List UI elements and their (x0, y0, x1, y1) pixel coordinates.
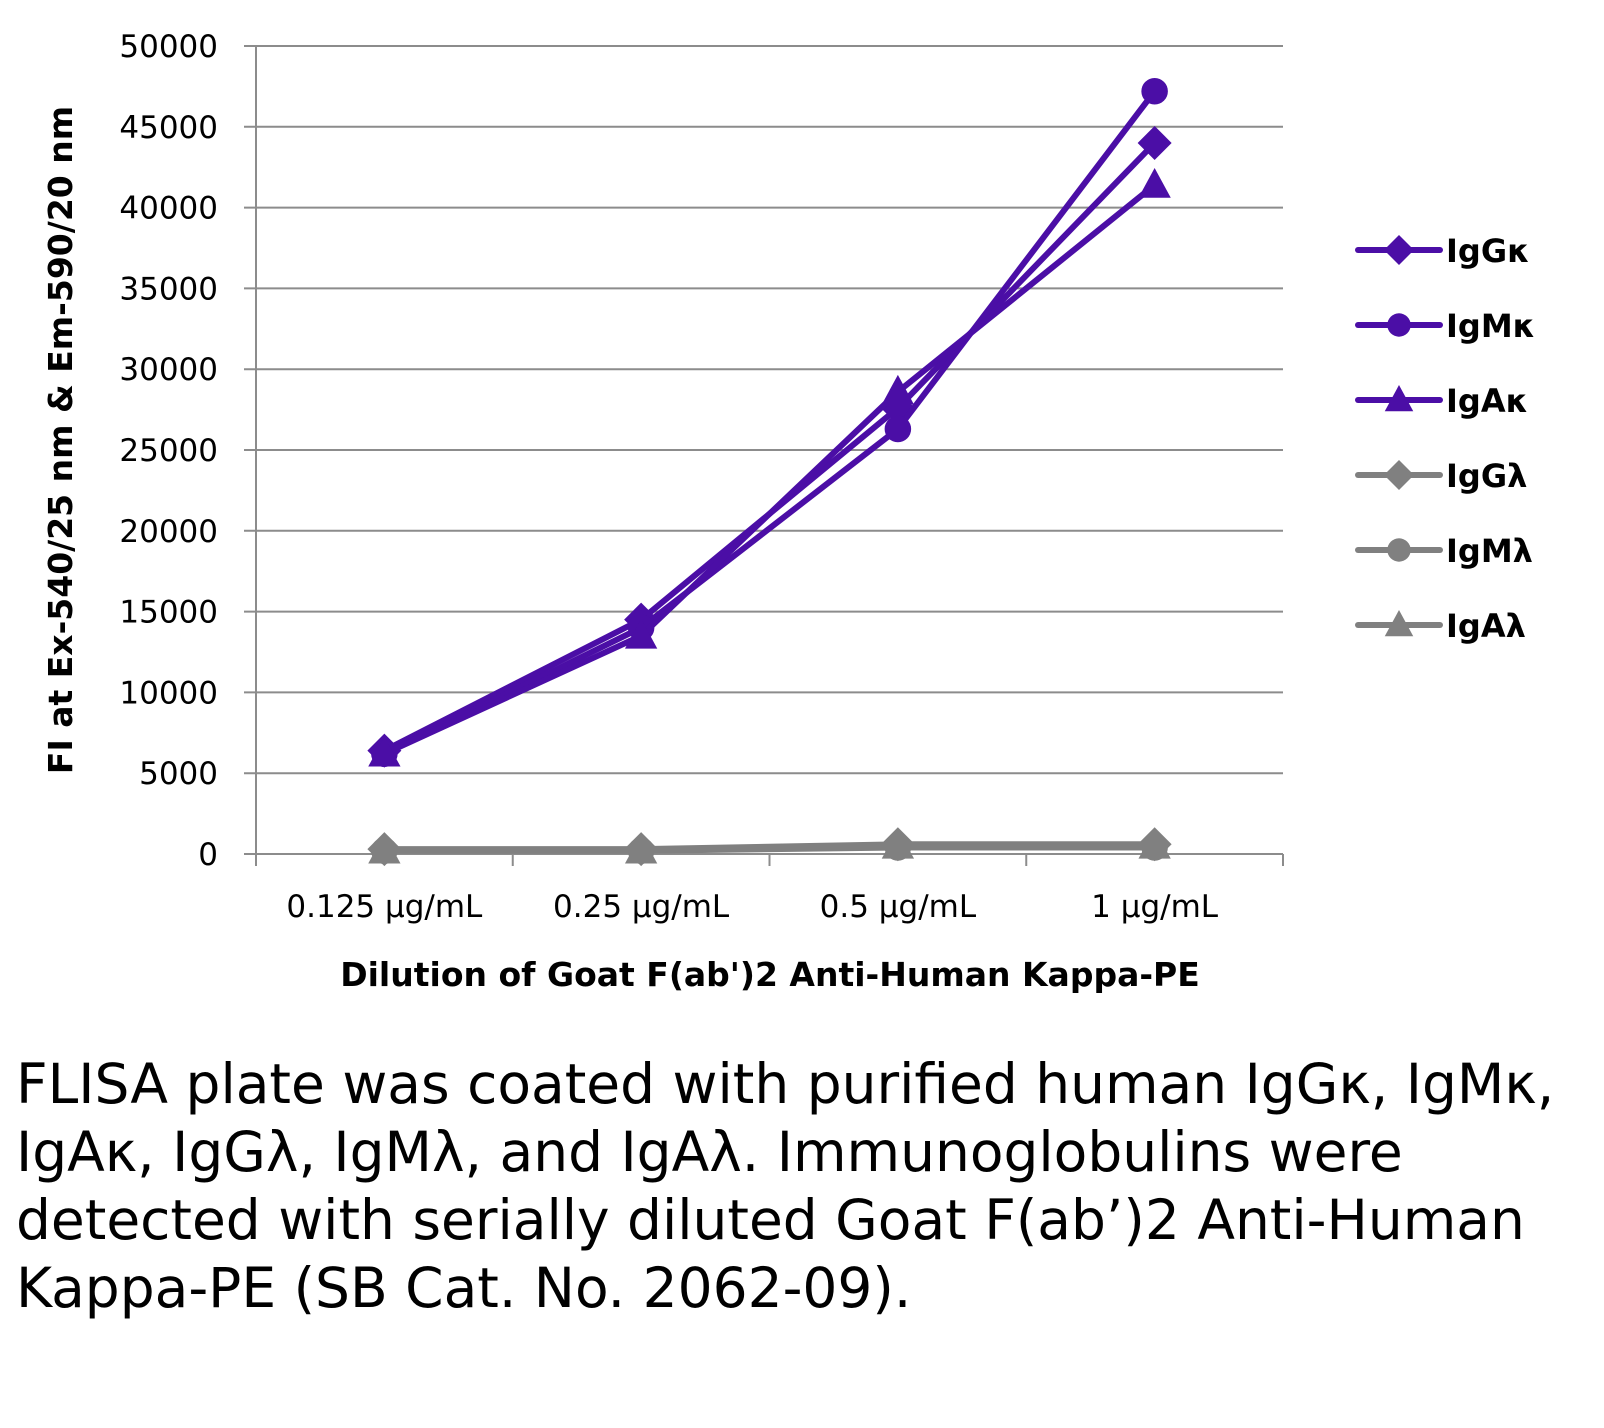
y-tick-label: 15000 (119, 595, 218, 631)
legend-label: IgMλ (1446, 532, 1533, 570)
y-tick-label: 5000 (139, 756, 218, 792)
legend-item: IgMκ (1355, 307, 1535, 345)
y-tick-label: 25000 (119, 433, 218, 469)
legend-marker (1387, 538, 1411, 562)
y-tick-label: 40000 (119, 191, 218, 227)
figure-caption: FLISA plate was coated with purified hum… (16, 1052, 1555, 1320)
data-point (368, 736, 401, 767)
legend: IgGκ IgMκ IgAκ IgGλ IgMλ IgAλ (1355, 232, 1535, 645)
y-tick-label: 50000 (119, 29, 218, 65)
y-axis-title: FI at Ex-540/25 nm & Em-590/20 nm (41, 106, 80, 774)
legend-item: IgAκ (1355, 382, 1528, 420)
x-tick-label: 0.125 µg/mL (286, 889, 483, 925)
y-tick-label: 35000 (119, 271, 218, 307)
x-tick-label: 0.25 µg/mL (553, 889, 730, 925)
legend-label: IgAλ (1446, 607, 1526, 645)
legend-marker (1384, 460, 1414, 490)
legend-marker (1384, 610, 1414, 637)
y-tick-label: 10000 (119, 675, 218, 711)
data-point (624, 833, 658, 864)
legend-label: IgGκ (1446, 232, 1530, 270)
data-point (1141, 77, 1168, 105)
data-point (624, 618, 658, 649)
y-tick-label: 30000 (119, 352, 218, 388)
series-line (381, 181, 1158, 757)
data-point (884, 415, 912, 443)
series-5 (368, 828, 1171, 864)
legend-item: IgAλ (1355, 607, 1526, 645)
y-tick-label: 20000 (119, 514, 218, 550)
data-point (368, 833, 401, 864)
x-axis-title: Dilution of Goat F(ab')2 Anti-Human Kapp… (340, 955, 1200, 994)
legend-marker (1387, 313, 1411, 337)
legend-item: IgMλ (1355, 532, 1533, 570)
x-axis: 0.125 µg/mL 0.25 µg/mL 0.5 µg/mL 1 µg/mL (255, 46, 1284, 925)
x-tick-label: 0.5 µg/mL (820, 889, 977, 925)
legend-label: IgMκ (1446, 307, 1535, 345)
data-point (1138, 828, 1171, 859)
data-point (881, 374, 915, 405)
legend-label: IgAκ (1446, 382, 1528, 420)
legend-marker (1384, 385, 1414, 412)
y-tick-label: 45000 (119, 110, 218, 146)
legend-item: IgGκ (1355, 232, 1530, 270)
line-chart: 0 5000 10000 15000 20000 25000 30000 35000 40000… (41, 29, 1535, 994)
series-1 (371, 77, 1168, 768)
data-series (367, 77, 1172, 867)
legend-marker (1384, 235, 1414, 265)
series-line (381, 139, 1158, 754)
data-point (881, 828, 915, 859)
x-tick-label: 1 µg/mL (1091, 889, 1219, 925)
series-line (381, 842, 1158, 854)
y-axis-ticks: 0 5000 10000 15000 20000 25000 30000 35000 40000… (119, 29, 218, 873)
legend-label: IgGλ (1446, 457, 1527, 495)
legend-item: IgGλ (1355, 457, 1527, 495)
series-line (381, 88, 1158, 757)
y-tick-label: 0 (198, 837, 218, 873)
data-point (1138, 167, 1171, 198)
data-point (1137, 125, 1172, 160)
series-2 (368, 167, 1171, 767)
series-0 (367, 125, 1172, 768)
